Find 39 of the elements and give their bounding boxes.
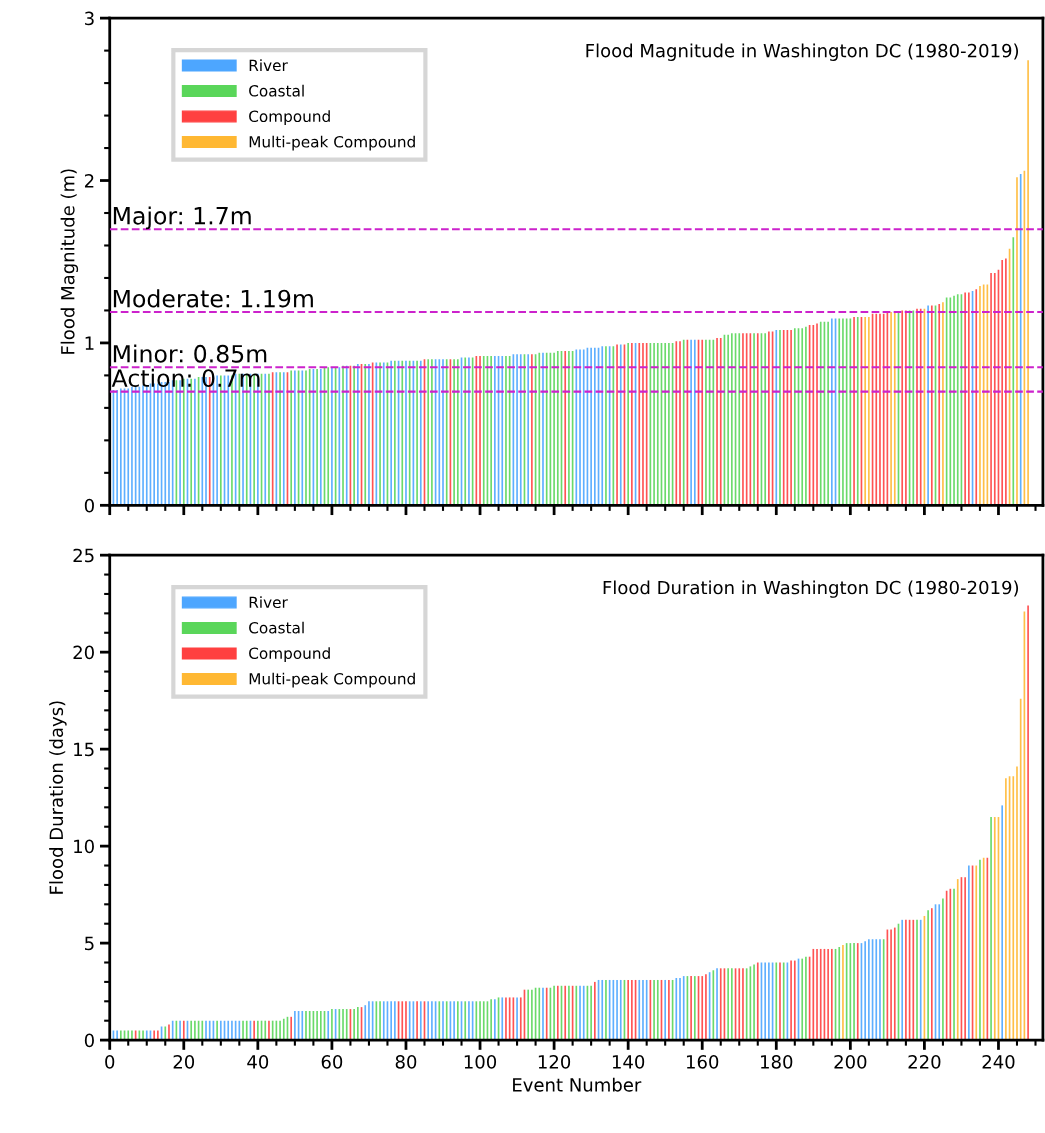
y-tick-label: 2 <box>84 173 94 188</box>
ref-line-label: Moderate: 1.19m <box>113 289 313 308</box>
y-tick-label: 1 <box>85 336 94 350</box>
y-tick-label: 3 <box>85 11 94 26</box>
y-axis-title: Flood Duration (days) <box>49 701 67 894</box>
y-tick-label: 25 <box>73 548 94 563</box>
legend-label: Multi-peak Compound <box>249 135 415 151</box>
x-tick-label: 80 <box>395 1055 417 1069</box>
x-tick-label: 240 <box>982 1055 1015 1069</box>
legend-label: Multi-peak Compound <box>249 672 415 688</box>
x-tick-label: 100 <box>464 1055 497 1069</box>
ref-line-label: Minor: 0.85m <box>113 344 267 363</box>
x-tick-label: 180 <box>761 1055 793 1069</box>
legend-label: Coastal <box>249 84 304 97</box>
text: Flood Duration in Washington DC (1980-2019) <box>603 580 1019 598</box>
ref-line-label: Major: 1.7m <box>113 206 251 230</box>
text: Flood Magnitude in Washington DC (1980-2019) <box>586 43 1019 61</box>
legend-label: River <box>249 59 288 72</box>
x-tick-label: 160 <box>686 1055 719 1069</box>
legend-label: Coastal <box>249 621 304 634</box>
x-tick-label: 0 <box>105 1055 115 1069</box>
legend-label: Compound <box>249 110 330 126</box>
x-tick-label: 200 <box>834 1055 867 1069</box>
y-tick-label: 0 <box>84 1033 94 1048</box>
legend-label: River <box>249 596 288 609</box>
y-tick-label: 15 <box>74 742 94 757</box>
y-tick-label: 20 <box>73 645 94 660</box>
y-axis-title: Flood Magnitude (m) <box>60 169 79 354</box>
legend-label: Compound <box>249 647 330 662</box>
x-axis-title: Event Number <box>513 1077 642 1092</box>
y-tick-label: 5 <box>85 936 94 951</box>
x-tick-label: 40 <box>247 1055 269 1069</box>
x-tick-label: 60 <box>321 1055 343 1069</box>
x-tick-label: 120 <box>538 1055 571 1069</box>
x-tick-label: 140 <box>612 1055 645 1069</box>
y-tick-label: 10 <box>74 839 94 854</box>
y-tick-label: 0 <box>84 498 94 513</box>
x-tick-label: 220 <box>908 1055 941 1069</box>
x-tick-label: 20 <box>173 1055 195 1069</box>
